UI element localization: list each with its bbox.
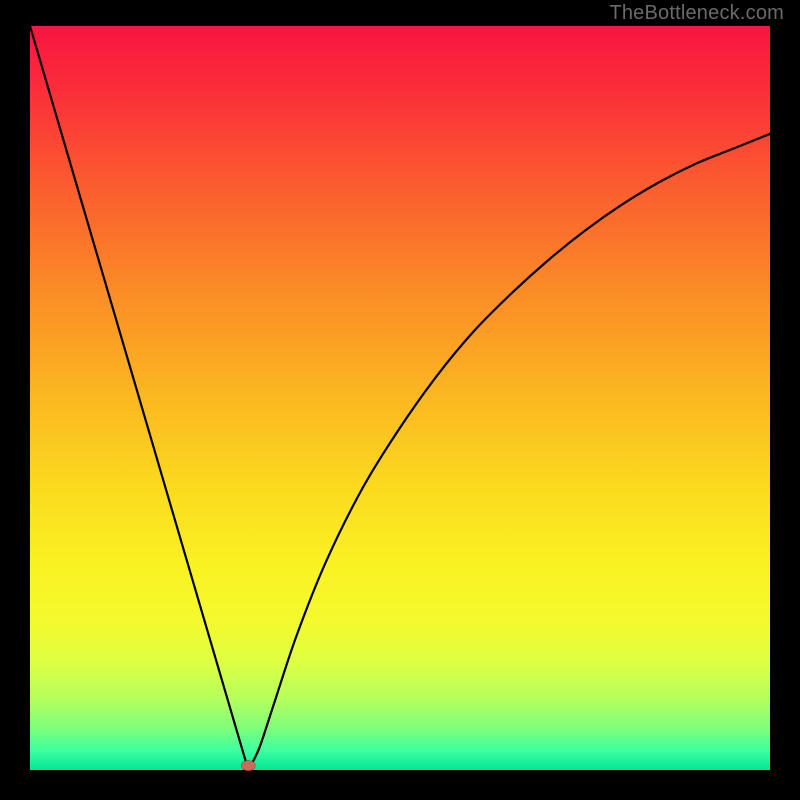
minimum-marker	[241, 761, 255, 771]
watermark-text: TheBottleneck.com	[609, 2, 784, 25]
plot-background	[30, 26, 770, 770]
bottleneck-chart	[0, 0, 800, 800]
chart-container: TheBottleneck.com	[0, 0, 800, 800]
